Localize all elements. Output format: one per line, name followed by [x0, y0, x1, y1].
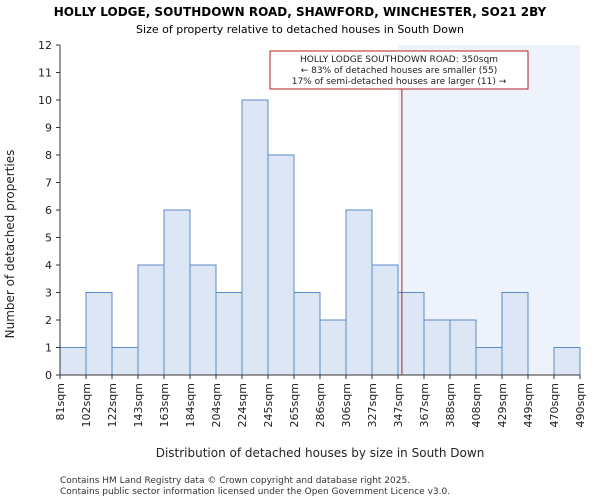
bar-306sqm — [345, 209, 373, 376]
y-tick-label: 7 — [45, 177, 52, 190]
y-tick-label: 6 — [45, 204, 52, 217]
bar-367sqm — [423, 319, 451, 376]
x-tick-label: 122sqm — [106, 383, 119, 427]
bar-102sqm — [85, 292, 113, 376]
y-tick-label: 10 — [38, 94, 52, 107]
bar-470sqm — [553, 347, 581, 376]
footer-line-2: Contains public sector information licen… — [60, 487, 450, 497]
x-tick-label: 184sqm — [184, 383, 197, 427]
annotation-line-1: HOLLY LODGE SOUTHDOWN ROAD: 350sqm — [300, 55, 498, 65]
x-tick-label: 347sqm — [392, 383, 405, 427]
x-tick-label: 327sqm — [366, 383, 379, 427]
y-axis-label: Number of detached properties — [3, 150, 17, 339]
bar-204sqm — [215, 292, 243, 376]
bar-81sqm — [59, 347, 87, 376]
x-tick-label: 204sqm — [210, 383, 223, 427]
x-axis-label: Distribution of detached houses by size … — [156, 446, 485, 460]
annotation-line-2: ← 83% of detached houses are smaller (55… — [301, 66, 498, 76]
x-tick-label: 102sqm — [80, 383, 93, 427]
annotation-line-3: 17% of semi-detached houses are larger (… — [292, 77, 507, 87]
x-tick-label: 408sqm — [470, 383, 483, 427]
y-tick-label: 4 — [45, 259, 52, 272]
chart-title: HOLLY LODGE, SOUTHDOWN ROAD, SHAWFORD, W… — [54, 5, 547, 19]
x-tick-label: 367sqm — [418, 383, 431, 427]
bar-388sqm — [449, 319, 477, 376]
x-tick-label: 163sqm — [158, 383, 171, 427]
bar-429sqm — [501, 292, 529, 376]
y-tick-label: 5 — [45, 232, 52, 245]
x-tick-label: 449sqm — [522, 383, 535, 427]
x-tick-label: 286sqm — [314, 383, 327, 427]
x-tick-label: 306sqm — [340, 383, 353, 427]
x-tick-label: 245sqm — [262, 383, 275, 427]
x-tick-label: 490sqm — [574, 383, 587, 427]
bar-327sqm — [371, 264, 399, 376]
x-tick-label: 224sqm — [236, 383, 249, 427]
bar-163sqm — [163, 209, 191, 376]
x-tick-label: 81sqm — [54, 383, 67, 420]
x-tick-label: 265sqm — [288, 383, 301, 427]
y-tick-label: 2 — [45, 314, 52, 327]
y-tick-label: 11 — [38, 67, 52, 80]
bar-245sqm — [267, 154, 295, 376]
y-tick-label: 3 — [45, 287, 52, 300]
x-tick-label: 429sqm — [496, 383, 509, 427]
x-tick-label: 470sqm — [548, 383, 561, 427]
bar-224sqm — [241, 99, 269, 376]
chart-subtitle: Size of property relative to detached ho… — [136, 23, 464, 36]
bar-408sqm — [475, 347, 503, 376]
x-tick-label: 388sqm — [444, 383, 457, 427]
bar-286sqm — [319, 319, 347, 376]
x-tick-label: 143sqm — [132, 383, 145, 427]
y-tick-label: 8 — [45, 149, 52, 162]
bar-184sqm — [189, 264, 217, 376]
annotation-border — [269, 50, 529, 90]
annotation-box: HOLLY LODGE SOUTHDOWN ROAD: 350sqm ← 83%… — [269, 50, 529, 90]
y-tick-label: 0 — [45, 369, 52, 382]
y-tick-label: 9 — [45, 122, 52, 135]
y-tick-label: 1 — [45, 342, 52, 355]
bar-122sqm — [111, 347, 139, 376]
bar-143sqm — [137, 264, 165, 376]
bar-265sqm — [293, 292, 321, 376]
footer-line-1: Contains HM Land Registry data © Crown c… — [60, 476, 410, 486]
x-ticks: 81sqm 102sqm 122sqm 143sqm 163sqm 184sqm 204sq… — [54, 375, 587, 427]
y-tick-label: 12 — [38, 39, 52, 52]
